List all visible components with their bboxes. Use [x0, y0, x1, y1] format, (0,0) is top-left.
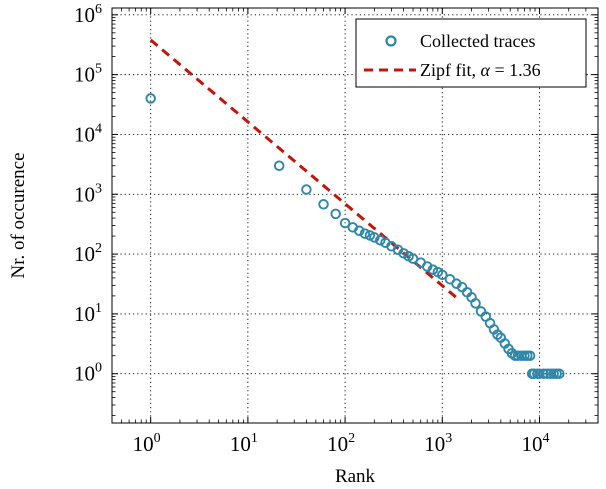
- y-tick-label-base: 10: [74, 362, 95, 386]
- legend-label-alpha-symbol: α: [481, 60, 491, 80]
- trace-point: [407, 253, 419, 264]
- trace-point: [374, 235, 386, 246]
- y-tick-label-base: 10: [74, 182, 95, 206]
- y-tick-label-base: 10: [74, 242, 95, 266]
- x-tick-label-exponent: 2: [348, 431, 355, 446]
- trace-point: [524, 350, 536, 361]
- y-tick-label-exponent: 2: [95, 241, 102, 256]
- trace-point: [554, 368, 565, 379]
- y-tick-label-exponent: 1: [95, 301, 102, 316]
- x-tick-labels: 100 101 102 103 104: [133, 431, 550, 456]
- x-tick-label-base: 10: [133, 432, 154, 456]
- y-tick-label: 105: [74, 62, 102, 87]
- x-tick-label-exponent: 4: [542, 431, 549, 446]
- x-axis-label: Rank: [335, 466, 376, 487]
- y-tick-label-base: 10: [74, 3, 95, 27]
- y-tick-label: 104: [74, 121, 102, 146]
- trace-point: [145, 93, 156, 104]
- x-tick-label-base: 10: [327, 432, 348, 456]
- y-tick-label-base: 10: [74, 63, 95, 87]
- grid-lines: [112, 8, 598, 423]
- x-tick-label-exponent: 1: [251, 431, 258, 446]
- trace-point: [359, 228, 371, 239]
- trace-point: [437, 269, 448, 281]
- x-tick-label-exponent: 0: [154, 431, 161, 446]
- y-tick-label: 100: [74, 361, 102, 386]
- x-tick-label-base: 10: [230, 432, 251, 456]
- zipf-fit-line: [149, 38, 461, 302]
- trace-point: [273, 160, 285, 171]
- y-tick-label-base: 10: [74, 302, 95, 326]
- legend-label-zipf-fit: Zipf fit, α = 1.36: [420, 60, 541, 80]
- y-tick-label-exponent: 6: [95, 2, 102, 17]
- plot-frame: [111, 7, 599, 424]
- trace-point: [369, 232, 380, 243]
- fit-series: [149, 38, 461, 302]
- trace-point: [339, 217, 351, 229]
- x-tick-label-base: 10: [521, 432, 542, 456]
- legend-label-zipf-suffix: = 1.36: [490, 60, 541, 80]
- legend-label-collected-traces: Collected traces: [420, 31, 535, 51]
- major-ticks: [112, 8, 598, 423]
- trace-point: [301, 184, 312, 195]
- trace-point: [538, 368, 549, 379]
- y-tick-label: 106: [74, 2, 102, 27]
- y-tick-label-base: 10: [74, 122, 95, 146]
- x-tick-label: 101: [230, 431, 258, 456]
- legend-box: [355, 18, 587, 88]
- trace-point: [475, 306, 487, 317]
- x-tick-label: 104: [521, 431, 549, 456]
- y-tick-label: 102: [74, 241, 102, 266]
- minor-ticks: [112, 8, 598, 423]
- legend-marker-collected-traces: [385, 35, 397, 47]
- trace-point: [330, 208, 341, 220]
- trace-series: [145, 93, 565, 379]
- y-tick-label-exponent: 3: [95, 181, 102, 196]
- x-tick-label: 102: [327, 431, 355, 456]
- trace-point: [354, 225, 365, 237]
- x-tick-label: 100: [133, 431, 161, 456]
- y-axis-label: Nr. of occurence: [8, 152, 29, 278]
- y-tick-label-exponent: 0: [95, 361, 102, 376]
- x-tick-label-exponent: 3: [445, 431, 452, 446]
- y-tick-label-exponent: 5: [95, 62, 102, 77]
- x-tick-label: 103: [424, 431, 452, 456]
- trace-point: [427, 264, 439, 275]
- trace-point: [470, 298, 481, 309]
- y-tick-label-exponent: 4: [95, 121, 102, 136]
- legend: Collected traces Zipf fit, α = 1.36: [355, 18, 587, 88]
- y-tick-label: 103: [74, 181, 102, 206]
- x-tick-label-base: 10: [424, 432, 445, 456]
- trace-point: [421, 261, 433, 272]
- y-tick-label: 101: [74, 301, 102, 326]
- legend-label-zipf-prefix: Zipf fit,: [420, 60, 481, 80]
- trace-point: [318, 199, 329, 210]
